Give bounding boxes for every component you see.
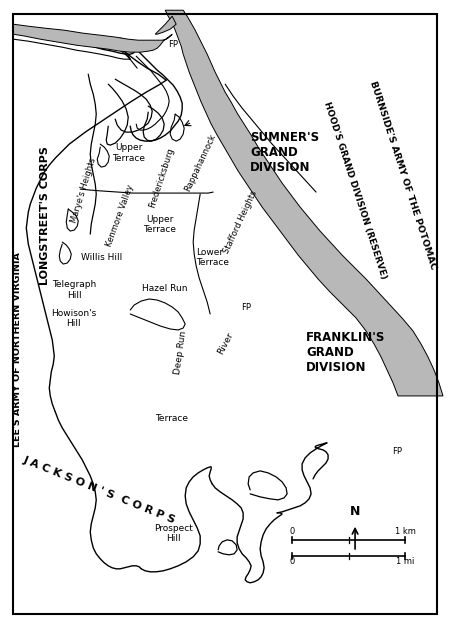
- Text: Terrace: Terrace: [155, 414, 188, 422]
- Text: HOOD'S GRAND DIVISION (RESERVE): HOOD'S GRAND DIVISION (RESERVE): [323, 100, 389, 280]
- Text: Upper
Terrace: Upper Terrace: [112, 144, 145, 163]
- Text: Rappahannock: Rappahannock: [183, 132, 218, 193]
- Text: Hazel Run: Hazel Run: [142, 285, 187, 293]
- Text: FP: FP: [392, 447, 402, 456]
- Text: Marye's Heights: Marye's Heights: [69, 157, 98, 224]
- Text: N: N: [350, 505, 360, 518]
- Polygon shape: [165, 10, 443, 396]
- Text: LEE'S ARMY OF NORTHERN VIRGINIA: LEE'S ARMY OF NORTHERN VIRGINIA: [13, 252, 22, 447]
- Text: River: River: [216, 331, 235, 356]
- Text: J A C K S O N ' S  C O R P S: J A C K S O N ' S C O R P S: [22, 454, 177, 525]
- Text: FRANKLIN'S
GRAND
DIVISION: FRANKLIN'S GRAND DIVISION: [306, 331, 386, 374]
- Polygon shape: [14, 24, 172, 52]
- Text: Willis Hill: Willis Hill: [81, 253, 122, 261]
- Polygon shape: [155, 16, 176, 34]
- Text: Fredericksburg: Fredericksburg: [147, 147, 176, 209]
- Text: FP: FP: [168, 40, 179, 49]
- Text: FP: FP: [241, 303, 251, 311]
- Text: SUMNER'S
GRAND
DIVISION: SUMNER'S GRAND DIVISION: [250, 132, 319, 175]
- Text: 0: 0: [289, 557, 295, 566]
- Text: Upper
Terrace: Upper Terrace: [144, 215, 176, 235]
- Text: Deep Run: Deep Run: [173, 330, 188, 375]
- Text: 1 km: 1 km: [395, 527, 415, 536]
- Text: Stafford Heights: Stafford Heights: [221, 188, 259, 255]
- Text: Telegraph
Hill: Telegraph Hill: [52, 280, 97, 300]
- Text: Kenmore Valley: Kenmore Valley: [104, 183, 135, 248]
- Text: Prospect
Hill: Prospect Hill: [154, 524, 193, 543]
- Text: BURNSIDE'S ARMY OF THE POTOMAC: BURNSIDE'S ARMY OF THE POTOMAC: [368, 79, 437, 270]
- Text: LONGSTREET'S CORPS: LONGSTREET'S CORPS: [40, 146, 50, 285]
- Text: 0: 0: [289, 527, 295, 536]
- Text: Howison's
Hill: Howison's Hill: [51, 308, 96, 328]
- Text: 1 mi: 1 mi: [396, 557, 414, 566]
- Text: Lower
Terrace: Lower Terrace: [196, 248, 229, 268]
